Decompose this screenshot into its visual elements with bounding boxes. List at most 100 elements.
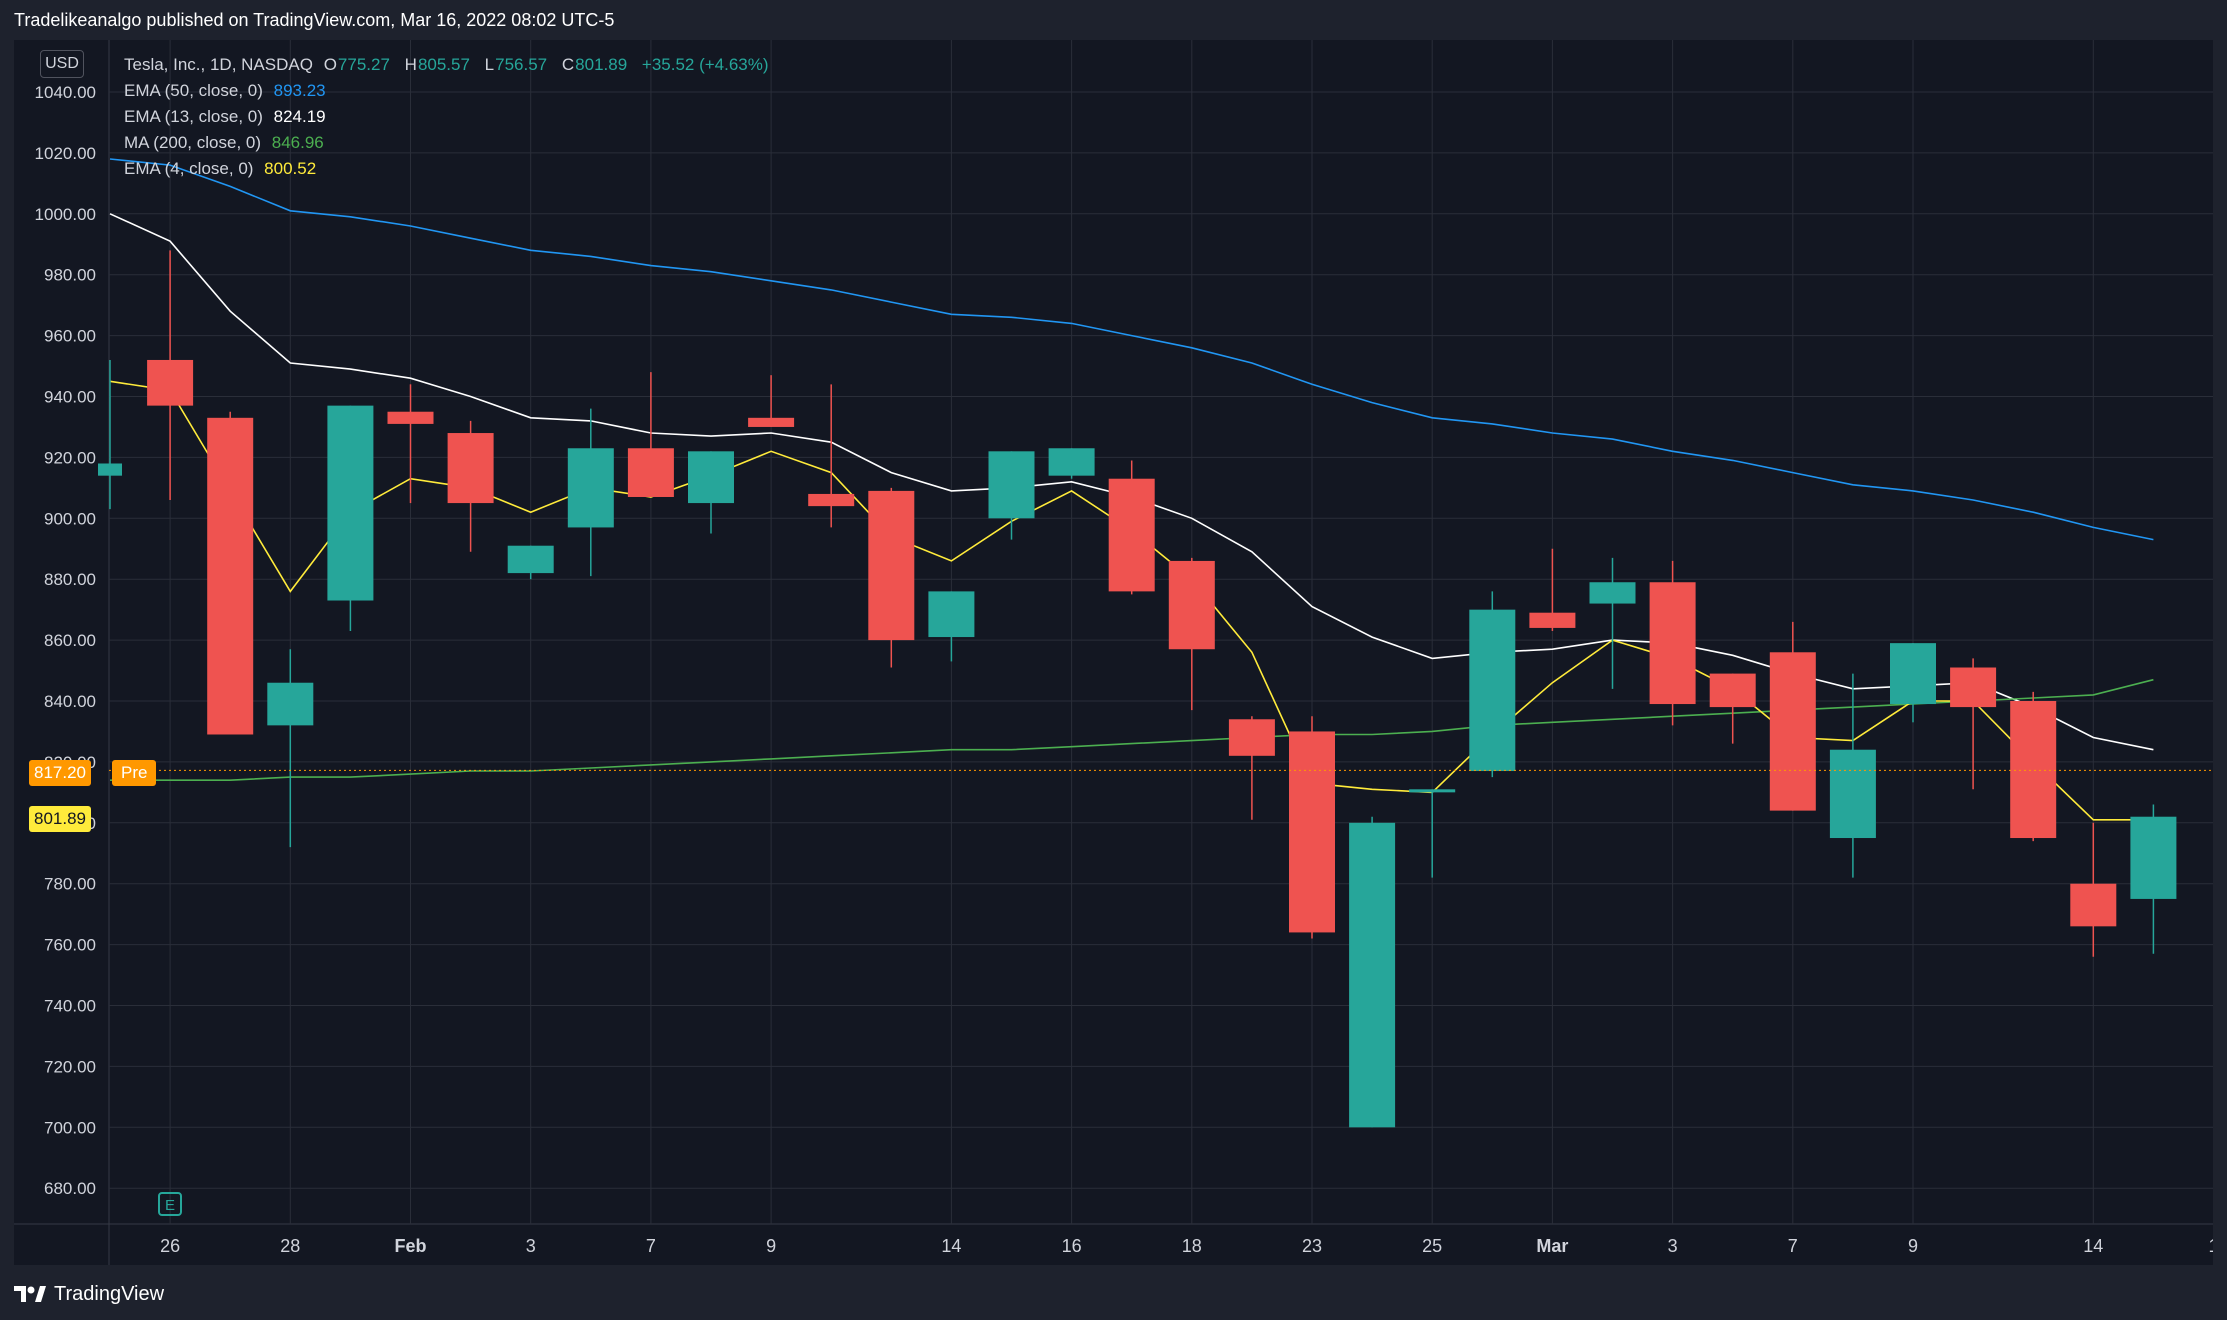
- candle-down: [1168, 560, 1215, 650]
- x-tick-label: 18: [1182, 1236, 1202, 1256]
- brand-name: TradingView: [54, 1282, 165, 1305]
- candle-up: [567, 448, 614, 528]
- x-tick-label: 14: [941, 1236, 961, 1256]
- y-tick-label: 860.00: [44, 631, 96, 650]
- y-tick-label: 1020.00: [35, 144, 96, 163]
- candle-down: [1950, 667, 1997, 708]
- candle-up: [1349, 822, 1396, 1128]
- y-tick-label: 680.00: [44, 1179, 96, 1198]
- y-tick-label: 780.00: [44, 875, 96, 894]
- indicator-label: EMA (13, close, 0): [124, 107, 263, 126]
- y-tick-label: 1000.00: [35, 205, 96, 224]
- candle-down: [207, 417, 254, 735]
- candle-down: [1228, 719, 1275, 756]
- candle-up: [688, 451, 734, 504]
- candle-down: [1529, 612, 1576, 628]
- x-tick-label: 25: [1422, 1236, 1442, 1256]
- premarket-label: Pre: [112, 760, 157, 786]
- symbol-row[interactable]: Tesla, Inc., 1D, NASDAQ O775.27 H805.57 …: [124, 52, 775, 78]
- y-tick-label: 960.00: [44, 327, 96, 346]
- indicator-value: 893.23: [273, 81, 326, 100]
- earnings-marker[interactable]: E: [158, 1192, 182, 1216]
- x-tick-label: 23: [1302, 1236, 1322, 1256]
- x-tick-label: 16: [1062, 1236, 1082, 1256]
- close-value: 801.89: [575, 55, 628, 74]
- x-tick-label: Mar: [1536, 1236, 1568, 1256]
- candle-down: [447, 433, 494, 504]
- x-tick-label: 1: [2208, 1236, 2213, 1256]
- x-tick-label: 7: [1788, 1236, 1798, 1256]
- high-label: H: [404, 55, 417, 74]
- indicator-ema50-row[interactable]: EMA (50, close, 0) 893.23: [124, 78, 775, 104]
- y-tick-label: 900.00: [44, 509, 96, 528]
- y-tick-label: 700.00: [44, 1118, 96, 1137]
- symbol-name: Tesla, Inc., 1D, NASDAQ: [124, 55, 313, 74]
- x-tick-label: 3: [526, 1236, 536, 1256]
- x-axis-ticks: 26 28 Feb 3 7 9 14 16 18 23 25 Mar 3 7 9 14 1: [160, 1236, 2213, 1256]
- candle-down: [387, 411, 434, 424]
- currency-label[interactable]: USD: [40, 50, 84, 78]
- y-tick-label: 840.00: [44, 692, 96, 711]
- published-line: Tradelikeanalgo published on TradingView…: [14, 10, 615, 30]
- y-tick-label: 1040.00: [35, 83, 96, 102]
- candle-down: [1769, 652, 1816, 811]
- x-tick-label: 3: [1668, 1236, 1678, 1256]
- candle-down: [1649, 582, 1696, 705]
- candle-down: [1289, 731, 1335, 933]
- indicator-label: EMA (50, close, 0): [124, 81, 263, 100]
- high-value: 805.57: [417, 55, 470, 74]
- last-price-tag: 801.89: [29, 806, 91, 832]
- candles: [98, 250, 2177, 1128]
- candle-down: [868, 490, 915, 641]
- y-tick-label: 740.00: [44, 997, 96, 1016]
- candle-up: [2130, 816, 2177, 899]
- tradingview-logo-icon: [14, 1286, 46, 1302]
- y-tick-label: 880.00: [44, 570, 96, 589]
- indicator-ema4-row[interactable]: EMA (4, close, 0) 800.52: [124, 156, 775, 182]
- candle-down: [147, 359, 194, 406]
- candle-up: [98, 463, 122, 476]
- candle-up: [988, 451, 1035, 519]
- candle-up: [928, 591, 975, 638]
- candle-up: [327, 405, 374, 601]
- indicator-label: MA (200, close, 0): [124, 133, 262, 152]
- candle-up: [1589, 582, 1636, 604]
- indicator-value: 800.52: [264, 159, 317, 178]
- indicator-ma200-row[interactable]: MA (200, close, 0) 846.96: [124, 130, 775, 156]
- y-tick-label: 980.00: [44, 266, 96, 285]
- candle-up: [1829, 749, 1876, 839]
- x-tick-label: 9: [1908, 1236, 1918, 1256]
- x-tick-label: 28: [280, 1236, 300, 1256]
- y-tick-label: 940.00: [44, 388, 96, 407]
- tradingview-brand[interactable]: TradingView: [14, 1280, 164, 1308]
- indicator-label: EMA (4, close, 0): [124, 159, 254, 178]
- change-value: +35.52 (+4.63%): [641, 55, 769, 74]
- candle-up: [1890, 643, 1936, 705]
- candle-up: [507, 545, 554, 574]
- candle-down: [748, 417, 795, 427]
- candle-up: [267, 682, 314, 726]
- candle-down: [808, 493, 855, 507]
- low-label: L: [484, 55, 495, 74]
- candle-down: [1709, 673, 1756, 708]
- open-value: 775.27: [337, 55, 390, 74]
- candle-down: [1108, 478, 1155, 592]
- x-tick-label: Feb: [394, 1236, 426, 1256]
- x-tick-label: 14: [2083, 1236, 2103, 1256]
- indicator-ema13-row[interactable]: EMA (13, close, 0) 824.19: [124, 104, 775, 130]
- y-tick-label: 760.00: [44, 936, 96, 955]
- candle-up: [1048, 448, 1095, 476]
- candlestick-chart[interactable]: 1040.00 1020.00 1000.00 980.00 960.00 940.00 9…: [14, 40, 2213, 1265]
- candle-down: [2010, 701, 2057, 839]
- indicator-value: 824.19: [273, 107, 326, 126]
- candle-down: [627, 448, 674, 497]
- grid-layer: [14, 40, 2213, 1265]
- x-tick-label: 9: [766, 1236, 776, 1256]
- y-tick-label: 720.00: [44, 1057, 96, 1076]
- chart-legend: Tesla, Inc., 1D, NASDAQ O775.27 H805.57 …: [124, 52, 775, 182]
- y-tick-label: 920.00: [44, 448, 96, 467]
- series-line: [109, 158, 2154, 541]
- candle-up: [1469, 609, 1516, 772]
- chart-panel[interactable]: 1040.00 1020.00 1000.00 980.00 960.00 940.00 9…: [14, 40, 2213, 1265]
- candle-down: [2070, 883, 2117, 927]
